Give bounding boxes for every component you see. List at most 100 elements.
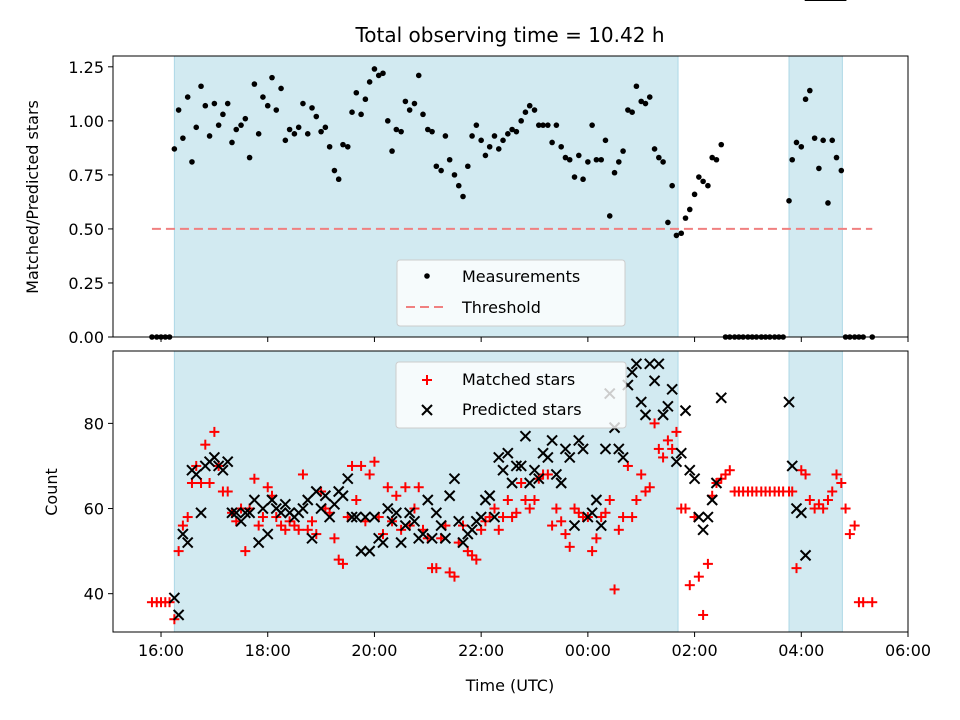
top-y-tick-label: 0.00 <box>68 328 104 347</box>
measurement-point <box>526 102 533 109</box>
measurement-point <box>713 156 720 163</box>
measurement-point <box>402 98 409 105</box>
matched-star-point <box>222 486 233 497</box>
predicted-star-point <box>342 473 354 485</box>
predicted-star-point <box>550 468 563 481</box>
top-y-tick-label: 0.50 <box>68 220 104 239</box>
measurement-point <box>398 128 404 135</box>
matched-star-point <box>618 512 629 523</box>
matched-star-point <box>493 524 504 535</box>
predicted-star-point <box>799 549 812 562</box>
measurement-point <box>482 152 489 159</box>
matched-star-point <box>836 477 847 488</box>
measurement-point <box>175 107 182 113</box>
matched-star-point <box>516 477 527 488</box>
predicted-star-point <box>573 434 585 447</box>
measurement-point <box>566 156 573 163</box>
matched-star-point <box>337 558 348 569</box>
measurement-point <box>233 126 240 133</box>
matched-star-point <box>653 443 664 454</box>
predicted-star-point <box>377 536 389 549</box>
measurement-point <box>198 83 204 90</box>
predicted-star-point <box>542 451 554 464</box>
matched-star-point <box>262 482 273 493</box>
predicted-star-point <box>706 494 718 506</box>
measurement-point <box>278 85 284 92</box>
predicted-star-point <box>533 473 545 485</box>
predicted-star-point <box>395 536 407 549</box>
matched-star-point <box>867 597 878 608</box>
x-tick-label: 22:00 <box>458 641 504 660</box>
matched-star-point <box>502 495 513 506</box>
predicted-star-point <box>493 451 505 464</box>
predicted-stars-points <box>168 0 847 621</box>
measurement-point <box>793 139 800 146</box>
matched-star-point <box>804 495 815 506</box>
matched-star-point <box>556 516 567 527</box>
matched-star-point <box>698 609 709 620</box>
predicted-star-point <box>688 473 701 485</box>
predicted-star-point <box>693 511 705 523</box>
x-tick-label: 16:00 <box>138 641 184 660</box>
measurement-point <box>375 72 382 79</box>
measurement-point <box>678 230 685 237</box>
measurement-point <box>220 111 226 118</box>
matched-star-point <box>489 503 500 514</box>
measurement-point <box>535 122 542 128</box>
matched-star-point <box>382 482 393 493</box>
shaded-interval <box>788 55 843 338</box>
bottom-y-axis-label: Count <box>42 468 61 516</box>
predicted-star-point <box>515 460 527 472</box>
measurement-point <box>620 148 626 154</box>
matched-star-point <box>662 435 673 446</box>
top-axis-ticks: 0.00 0.25 0.50 0.75 1.00 1.25 <box>68 58 909 347</box>
predicted-star-point <box>466 524 478 536</box>
measurement-point <box>393 126 400 133</box>
matched-star-point <box>604 495 615 506</box>
top-y-tick-label: 0.25 <box>68 274 104 293</box>
top-y-tick-label: 1.25 <box>68 58 104 77</box>
top-y-tick-label: 1.00 <box>68 112 104 131</box>
top-legend-box <box>396 259 626 327</box>
predicted-star-point <box>577 443 589 455</box>
measurement-points <box>149 66 876 340</box>
predicted-star-point <box>252 536 265 549</box>
measurement-point <box>593 156 600 163</box>
matched-star-point <box>636 469 647 480</box>
predicted-star-point <box>417 528 429 540</box>
measurement-point <box>291 131 298 137</box>
matched-star-point <box>644 482 655 493</box>
predicted-star-point <box>337 490 349 502</box>
measurement-point <box>509 126 515 133</box>
predicted-star-point <box>684 464 696 476</box>
measurement-point <box>825 200 831 206</box>
matched-star-point <box>253 520 264 531</box>
measurement-point <box>585 159 591 165</box>
measurement-point <box>838 167 845 174</box>
measurement-point <box>304 131 311 137</box>
predicted-star-point <box>190 468 202 481</box>
predicted-star-point <box>710 477 723 489</box>
measurement-point <box>786 198 792 204</box>
measurement-point <box>642 100 649 107</box>
measurement-point <box>415 72 422 79</box>
predicted-star-point <box>279 498 292 510</box>
measurement-point <box>696 174 702 180</box>
matched-star-point <box>844 529 855 540</box>
matched-star-point <box>547 520 558 531</box>
measurement-point <box>202 102 209 109</box>
measurement-point <box>505 131 511 137</box>
x-tick-label: 04:00 <box>778 641 824 660</box>
legend-measurements-marker <box>424 273 430 279</box>
measurement-point <box>465 163 471 170</box>
matched-star-point <box>609 584 620 595</box>
predicted-star-point <box>328 498 341 510</box>
predicted-star-point <box>297 502 309 515</box>
measurement-point <box>811 135 818 141</box>
predicted-star-point <box>510 460 523 472</box>
legend-measurements-label: Measurements <box>462 267 580 286</box>
matched-star-point <box>431 563 442 574</box>
predicted-star-point <box>497 464 509 476</box>
measurement-point <box>366 79 373 85</box>
